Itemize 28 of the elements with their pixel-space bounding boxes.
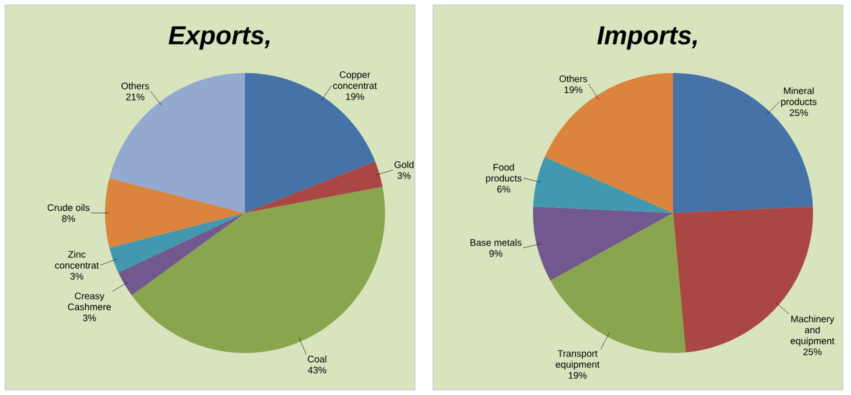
data-label: 19% [568,372,587,379]
data-label: 19% [346,93,364,100]
chart-title: Imports, [597,26,697,50]
slice-label: Others [560,75,588,82]
data-label: 8% [62,215,76,222]
data-label: 25% [790,109,808,116]
slice-label: Zinc concentrat [55,250,99,269]
data-label: 19% [564,86,582,94]
slice-label: Others [121,82,150,90]
slice-label: Copper concentrat [333,71,377,89]
slice-label: Mineral products [781,87,817,107]
slice-label: Gold [394,161,414,168]
slice-label: Machinery and equipment [790,315,834,346]
data-label: 43% [308,366,326,374]
data-label: 6% [497,186,510,193]
slice-label: Coal [308,356,326,362]
chart-title: Exports, [168,26,270,50]
slice-label: Creasy Cashmere [68,292,111,310]
slice-label: Crude oils [48,204,90,211]
data-label: 3% [82,314,96,322]
data-label: 25% [803,348,822,356]
data-label: 21% [126,94,144,100]
slice-label: Food products [486,164,522,184]
data-label: 9% [489,250,502,257]
slice-label: Transport equipment [556,350,600,370]
data-label: 3% [70,272,84,280]
slice-label: Base metals [470,238,522,246]
data-label: 3% [398,172,411,179]
